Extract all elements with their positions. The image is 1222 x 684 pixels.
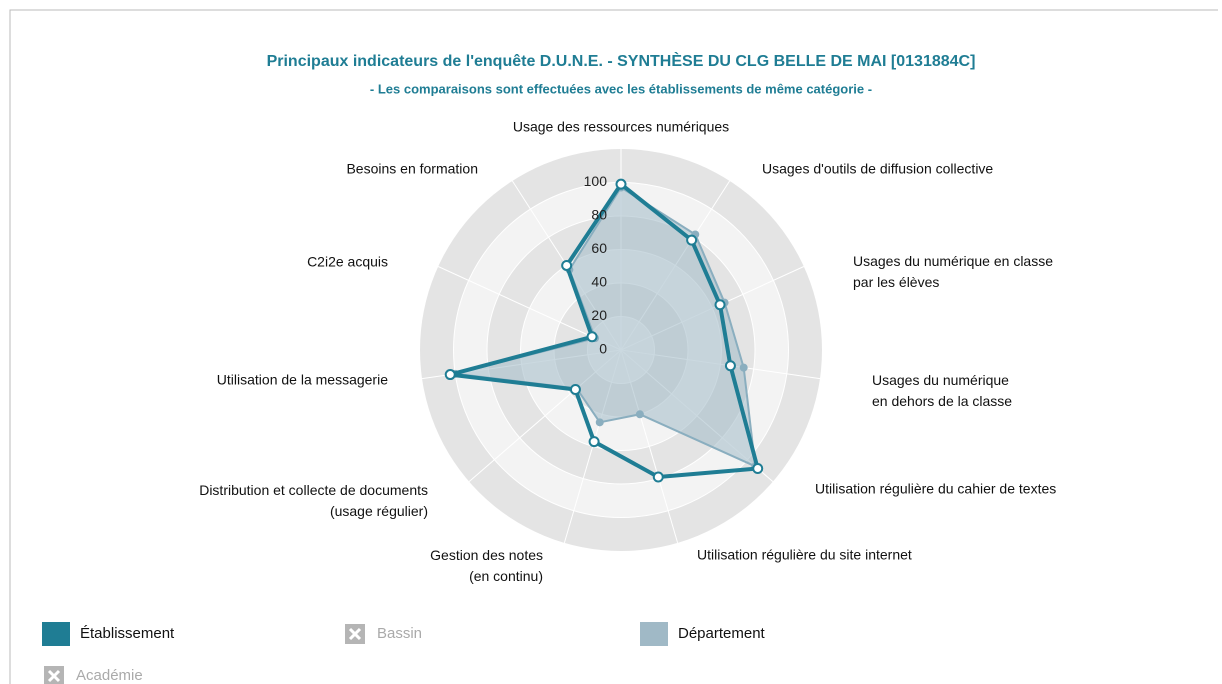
legend-label: Établissement <box>80 625 175 642</box>
series-marker <box>724 360 736 372</box>
series-marker <box>586 331 598 343</box>
series-marker <box>588 436 600 448</box>
category-label: Gestion des notes (en continu) <box>430 547 543 584</box>
category-label: C2i2e acquis <box>307 254 388 270</box>
y-tick-label: 0 <box>599 341 607 357</box>
category-label: Besoins en formation <box>346 161 478 177</box>
legend-swatch <box>42 622 70 646</box>
y-tick-label: 80 <box>591 207 607 223</box>
y-tick-label: 40 <box>591 274 607 290</box>
category-label: Usages d'outils de diffusion collective <box>762 161 993 177</box>
series-marker <box>569 383 581 395</box>
y-tick-label: 100 <box>584 173 608 189</box>
legend-label: Bassin <box>377 625 422 642</box>
chart-subtitle: - Les comparaisons sont effectuées avec … <box>370 81 872 96</box>
series-marker <box>561 259 573 271</box>
series-marker <box>714 299 726 311</box>
series-line <box>448 182 760 479</box>
series-marker <box>686 234 698 246</box>
series-marker <box>635 410 644 419</box>
category-label: Usages du numérique en classe par les élè… <box>853 253 1053 290</box>
category-label: Usage des ressources numériques <box>513 119 729 135</box>
series-marker <box>739 363 748 372</box>
chart-title: Principaux indicateurs de l'enquête D.U.… <box>267 51 976 70</box>
series-marker <box>595 418 604 427</box>
legend-swatch <box>640 622 668 646</box>
category-label: Usages du numérique en dehors de la class… <box>872 372 1012 409</box>
category-label: Utilisation régulière du site internet <box>697 547 912 563</box>
category-label: Utilisation régulière du cahier de texte… <box>815 481 1056 497</box>
legend-cross <box>47 669 61 683</box>
y-tick-label: 60 <box>591 240 607 256</box>
series-marker <box>444 369 456 381</box>
series-area <box>454 186 757 468</box>
series-marker <box>615 178 627 190</box>
series-marker <box>652 471 664 483</box>
series-marker <box>752 462 764 474</box>
frame <box>9 9 1218 684</box>
y-tick-label: 20 <box>591 307 607 323</box>
legend-label: Académie <box>76 667 143 684</box>
category-label: Distribution et collecte de documents (us… <box>199 482 428 519</box>
category-label: Utilisation de la messagerie <box>217 372 388 388</box>
legend-cross <box>348 627 362 641</box>
legend-label: Département <box>678 625 766 642</box>
